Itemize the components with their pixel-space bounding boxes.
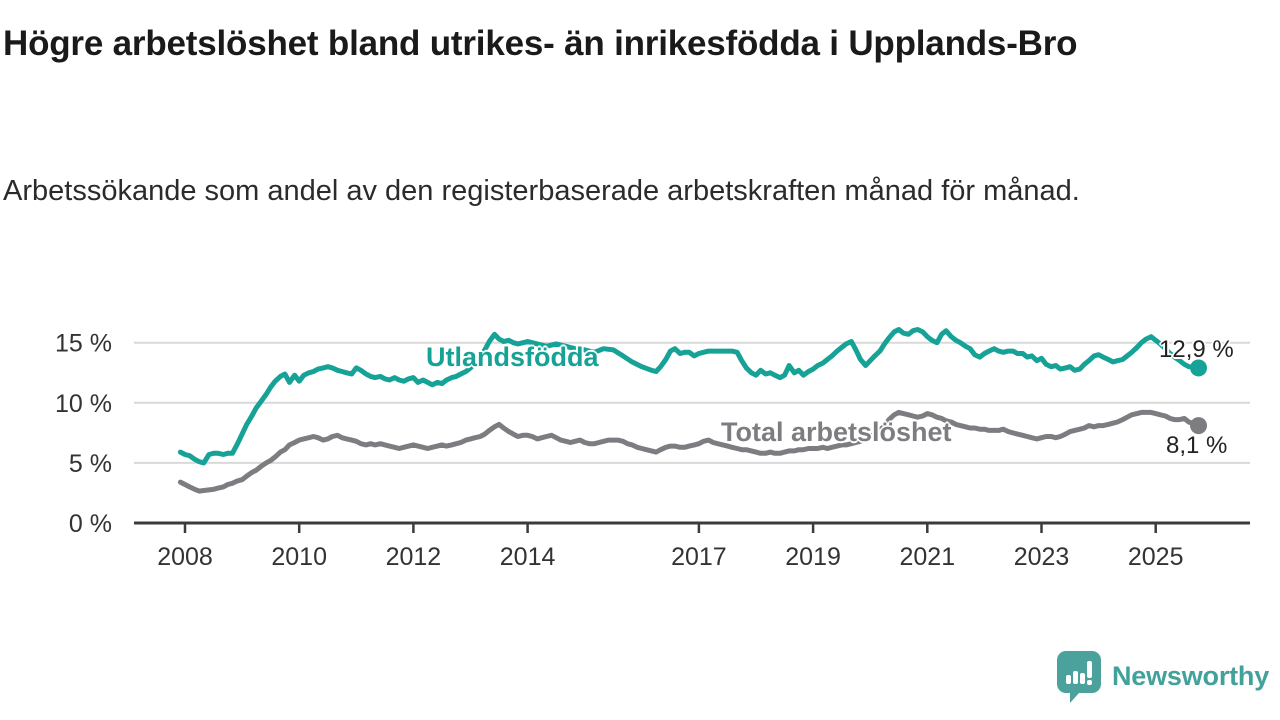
- chart-title: Högre arbetslöshet bland utrikes- än inr…: [3, 24, 1078, 63]
- chart-subtitle: Arbetssökande som andel av den registerb…: [3, 175, 1080, 207]
- svg-text:2017: 2017: [671, 543, 727, 571]
- newsworthy-wordmark: Newsworthy: [1112, 661, 1270, 691]
- end-value-total-arbetsloshet: 8,1 %: [1166, 432, 1228, 459]
- newsworthy-speech-bubble-icon: [1057, 651, 1101, 703]
- svg-text:2019: 2019: [785, 543, 841, 571]
- svg-text:2021: 2021: [899, 543, 955, 571]
- svg-text:2010: 2010: [271, 543, 327, 571]
- series-label-total-arbetsloshet: Total arbetslöshet: [721, 417, 952, 447]
- svg-text:2008: 2008: [157, 543, 213, 571]
- svg-text:0 %: 0 %: [69, 510, 112, 538]
- svg-text:15 %: 15 %: [55, 330, 112, 358]
- svg-text:2014: 2014: [500, 543, 556, 571]
- svg-text:2012: 2012: [386, 543, 442, 571]
- svg-text:5 %: 5 %: [69, 450, 112, 478]
- series-label-utlandsfodda: Utlandsfödda: [426, 342, 599, 372]
- newsworthy-logo[interactable]: Newsworthy: [1056, 650, 1269, 703]
- svg-text:2025: 2025: [1128, 543, 1184, 571]
- svg-text:10 %: 10 %: [55, 390, 112, 418]
- end-value-utlandsfodda: 12,9 %: [1159, 336, 1234, 363]
- svg-text:2023: 2023: [1014, 543, 1070, 571]
